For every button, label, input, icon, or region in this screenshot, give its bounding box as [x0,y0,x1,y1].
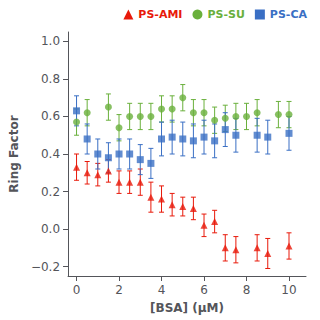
svg-text:1.0: 1.0 [41,34,60,48]
svg-text:0.6: 0.6 [41,109,60,123]
svg-text:0.4: 0.4 [41,147,60,161]
svg-text:−0.2: −0.2 [31,260,60,274]
svg-text:Ring Factor: Ring Factor [7,115,21,192]
svg-text:PS-CA: PS-CA [270,8,308,21]
svg-text:[BSA] (μM): [BSA] (μM) [150,301,224,315]
svg-text:0.8: 0.8 [41,72,60,86]
svg-text:8: 8 [243,283,251,297]
svg-text:0.0: 0.0 [41,222,60,236]
svg-text:2: 2 [115,283,123,297]
svg-text:4: 4 [158,283,166,297]
svg-text:PS-AMI: PS-AMI [138,8,182,21]
svg-text:6: 6 [200,283,208,297]
svg-text:0.2: 0.2 [41,185,60,199]
svg-text:PS-SU: PS-SU [207,8,244,21]
svg-text:10: 10 [281,283,296,297]
svg-text:0: 0 [73,283,81,297]
